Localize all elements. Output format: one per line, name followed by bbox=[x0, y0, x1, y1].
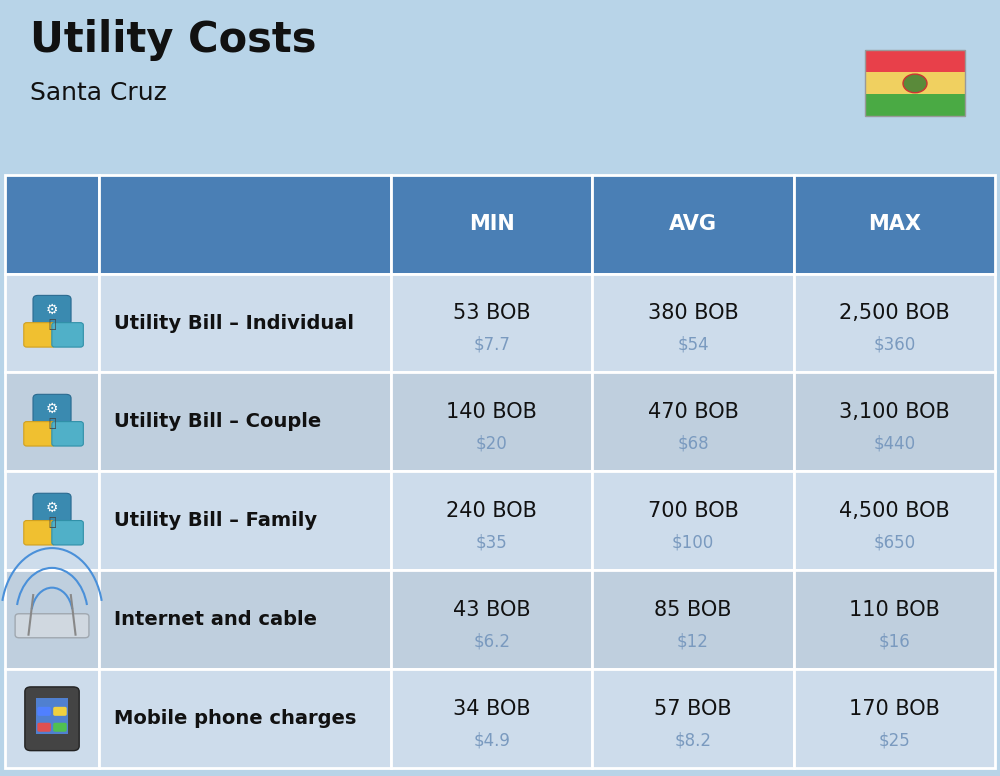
FancyBboxPatch shape bbox=[391, 372, 592, 472]
Text: $12: $12 bbox=[677, 632, 709, 650]
FancyBboxPatch shape bbox=[5, 274, 99, 372]
FancyBboxPatch shape bbox=[52, 323, 83, 347]
FancyBboxPatch shape bbox=[391, 274, 592, 372]
Text: 4,500 BOB: 4,500 BOB bbox=[839, 501, 950, 521]
FancyBboxPatch shape bbox=[794, 472, 995, 570]
Text: AVG: AVG bbox=[669, 214, 717, 234]
FancyBboxPatch shape bbox=[391, 175, 592, 274]
Text: $7.7: $7.7 bbox=[473, 336, 510, 354]
Text: $4.9: $4.9 bbox=[473, 732, 510, 750]
FancyBboxPatch shape bbox=[592, 472, 794, 570]
Text: 👤: 👤 bbox=[48, 417, 56, 431]
Text: $100: $100 bbox=[672, 534, 714, 552]
Text: MIN: MIN bbox=[469, 214, 515, 234]
FancyBboxPatch shape bbox=[36, 698, 68, 734]
Text: 110 BOB: 110 BOB bbox=[849, 600, 940, 620]
Text: Internet and cable: Internet and cable bbox=[114, 611, 317, 629]
Text: $8.2: $8.2 bbox=[675, 732, 712, 750]
Text: $16: $16 bbox=[878, 632, 910, 650]
FancyBboxPatch shape bbox=[794, 372, 995, 472]
FancyBboxPatch shape bbox=[391, 472, 592, 570]
Text: Utility Bill – Individual: Utility Bill – Individual bbox=[114, 314, 354, 332]
FancyBboxPatch shape bbox=[865, 72, 965, 95]
Text: 240 BOB: 240 BOB bbox=[446, 501, 537, 521]
FancyBboxPatch shape bbox=[99, 669, 391, 768]
Text: $35: $35 bbox=[476, 534, 508, 552]
Text: $360: $360 bbox=[873, 336, 915, 354]
Text: Santa Cruz: Santa Cruz bbox=[30, 81, 167, 106]
Text: Utility Bill – Couple: Utility Bill – Couple bbox=[114, 413, 321, 431]
Text: 57 BOB: 57 BOB bbox=[654, 699, 732, 719]
Text: 380 BOB: 380 BOB bbox=[648, 303, 738, 323]
FancyBboxPatch shape bbox=[391, 570, 592, 669]
FancyBboxPatch shape bbox=[5, 472, 99, 570]
Text: Mobile phone charges: Mobile phone charges bbox=[114, 709, 356, 728]
FancyBboxPatch shape bbox=[37, 707, 51, 715]
FancyBboxPatch shape bbox=[794, 175, 995, 274]
FancyBboxPatch shape bbox=[24, 521, 55, 545]
FancyBboxPatch shape bbox=[592, 274, 794, 372]
Text: $650: $650 bbox=[873, 534, 915, 552]
Text: $440: $440 bbox=[873, 435, 915, 452]
FancyBboxPatch shape bbox=[5, 669, 99, 768]
Text: $68: $68 bbox=[677, 435, 709, 452]
FancyBboxPatch shape bbox=[592, 372, 794, 472]
FancyBboxPatch shape bbox=[37, 722, 51, 732]
Text: 34 BOB: 34 BOB bbox=[453, 699, 531, 719]
Text: 👤: 👤 bbox=[48, 318, 56, 331]
FancyBboxPatch shape bbox=[33, 296, 71, 325]
Text: ⚙: ⚙ bbox=[46, 303, 58, 317]
FancyBboxPatch shape bbox=[33, 494, 71, 523]
FancyBboxPatch shape bbox=[592, 175, 794, 274]
FancyBboxPatch shape bbox=[391, 669, 592, 768]
Text: 140 BOB: 140 BOB bbox=[446, 402, 537, 422]
FancyBboxPatch shape bbox=[99, 175, 391, 274]
Text: Utility Costs: Utility Costs bbox=[30, 19, 316, 61]
Text: 43 BOB: 43 BOB bbox=[453, 600, 531, 620]
FancyBboxPatch shape bbox=[52, 521, 83, 545]
FancyBboxPatch shape bbox=[5, 570, 99, 669]
Circle shape bbox=[903, 74, 927, 92]
FancyBboxPatch shape bbox=[53, 707, 67, 715]
FancyBboxPatch shape bbox=[794, 570, 995, 669]
FancyBboxPatch shape bbox=[53, 722, 67, 732]
Text: MAX: MAX bbox=[868, 214, 921, 234]
Text: 👤: 👤 bbox=[48, 516, 56, 529]
Text: $54: $54 bbox=[677, 336, 709, 354]
Text: 700 BOB: 700 BOB bbox=[648, 501, 738, 521]
FancyBboxPatch shape bbox=[865, 50, 965, 72]
Text: ⚙: ⚙ bbox=[46, 402, 58, 416]
FancyBboxPatch shape bbox=[15, 614, 89, 638]
FancyBboxPatch shape bbox=[24, 323, 55, 347]
Text: $20: $20 bbox=[476, 435, 508, 452]
Text: Utility Bill – Family: Utility Bill – Family bbox=[114, 511, 317, 530]
FancyBboxPatch shape bbox=[794, 274, 995, 372]
FancyBboxPatch shape bbox=[33, 394, 71, 424]
Text: $25: $25 bbox=[878, 732, 910, 750]
Text: 470 BOB: 470 BOB bbox=[648, 402, 738, 422]
FancyBboxPatch shape bbox=[24, 421, 55, 446]
Text: 170 BOB: 170 BOB bbox=[849, 699, 940, 719]
FancyBboxPatch shape bbox=[25, 687, 79, 750]
Text: 53 BOB: 53 BOB bbox=[453, 303, 531, 323]
Text: 2,500 BOB: 2,500 BOB bbox=[839, 303, 950, 323]
FancyBboxPatch shape bbox=[592, 570, 794, 669]
FancyBboxPatch shape bbox=[99, 372, 391, 472]
Text: 3,100 BOB: 3,100 BOB bbox=[839, 402, 950, 422]
Text: 85 BOB: 85 BOB bbox=[654, 600, 732, 620]
Text: ⚙: ⚙ bbox=[46, 501, 58, 515]
Text: $6.2: $6.2 bbox=[473, 632, 510, 650]
FancyBboxPatch shape bbox=[99, 274, 391, 372]
FancyBboxPatch shape bbox=[592, 669, 794, 768]
FancyBboxPatch shape bbox=[5, 372, 99, 472]
FancyBboxPatch shape bbox=[99, 570, 391, 669]
FancyBboxPatch shape bbox=[52, 421, 83, 446]
FancyBboxPatch shape bbox=[99, 472, 391, 570]
FancyBboxPatch shape bbox=[794, 669, 995, 768]
FancyBboxPatch shape bbox=[5, 175, 99, 274]
FancyBboxPatch shape bbox=[865, 95, 965, 116]
